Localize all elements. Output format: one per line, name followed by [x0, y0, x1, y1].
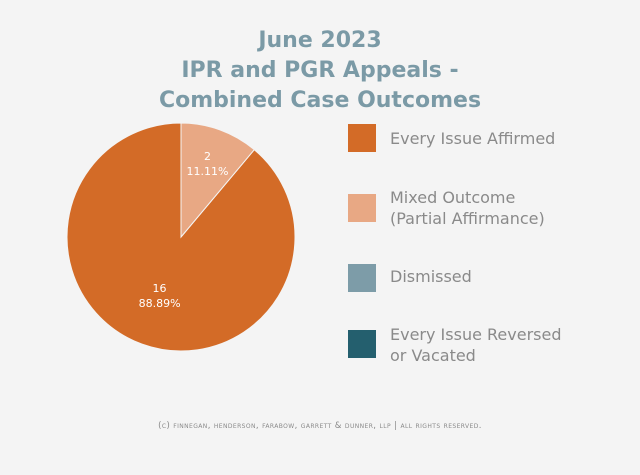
legend-item-every-issue-affirmed: Every Issue Affirmed	[348, 124, 620, 152]
legend-item-mixed-outcome: Mixed Outcome (Partial Affirmance)	[348, 188, 620, 229]
chart-title-line-1: June 2023	[258, 28, 382, 53]
legend-label-mixed-outcome: Mixed Outcome (Partial Affirmance)	[390, 188, 545, 228]
legend-swatch-dismissed	[348, 264, 376, 292]
pie-slice-percent-label-0: 88.89%	[139, 297, 181, 310]
pie-slice-value-label-0: 16	[153, 282, 167, 295]
chart-title: June 2023 IPR and PGR Appeals - Combined…	[0, 26, 640, 116]
pie-slice-1	[180, 122, 255, 239]
chart-title-line-3: Combined Case Outcomes	[158, 88, 482, 113]
legend-label-every-issue-reversed: Every Issue Reversed or Vacated	[390, 325, 562, 365]
legend-item-dismissed: Dismissed	[348, 264, 620, 292]
pie-slice-value-label-1: 2	[204, 150, 211, 163]
copyright-footer: (c) finnegan, henderson, farabow, garret…	[158, 421, 482, 431]
pie-chart: 16 88.89% 2 11.11%	[66, 122, 296, 352]
legend-label-dismissed: Dismissed	[390, 267, 472, 286]
legend-swatch-mixed-outcome	[348, 194, 376, 222]
legend-swatch-every-issue-affirmed	[348, 124, 376, 152]
pie-slice-percent-label-1: 11.11%	[187, 165, 229, 178]
legend-item-every-issue-reversed: Every Issue Reversed or Vacated	[348, 325, 620, 366]
chart-title-line-2: IPR and PGR Appeals -	[181, 58, 459, 83]
legend-label-every-issue-affirmed: Every Issue Affirmed	[390, 129, 556, 148]
pie-slice-0	[66, 122, 296, 352]
legend-swatch-every-issue-reversed	[348, 330, 376, 358]
